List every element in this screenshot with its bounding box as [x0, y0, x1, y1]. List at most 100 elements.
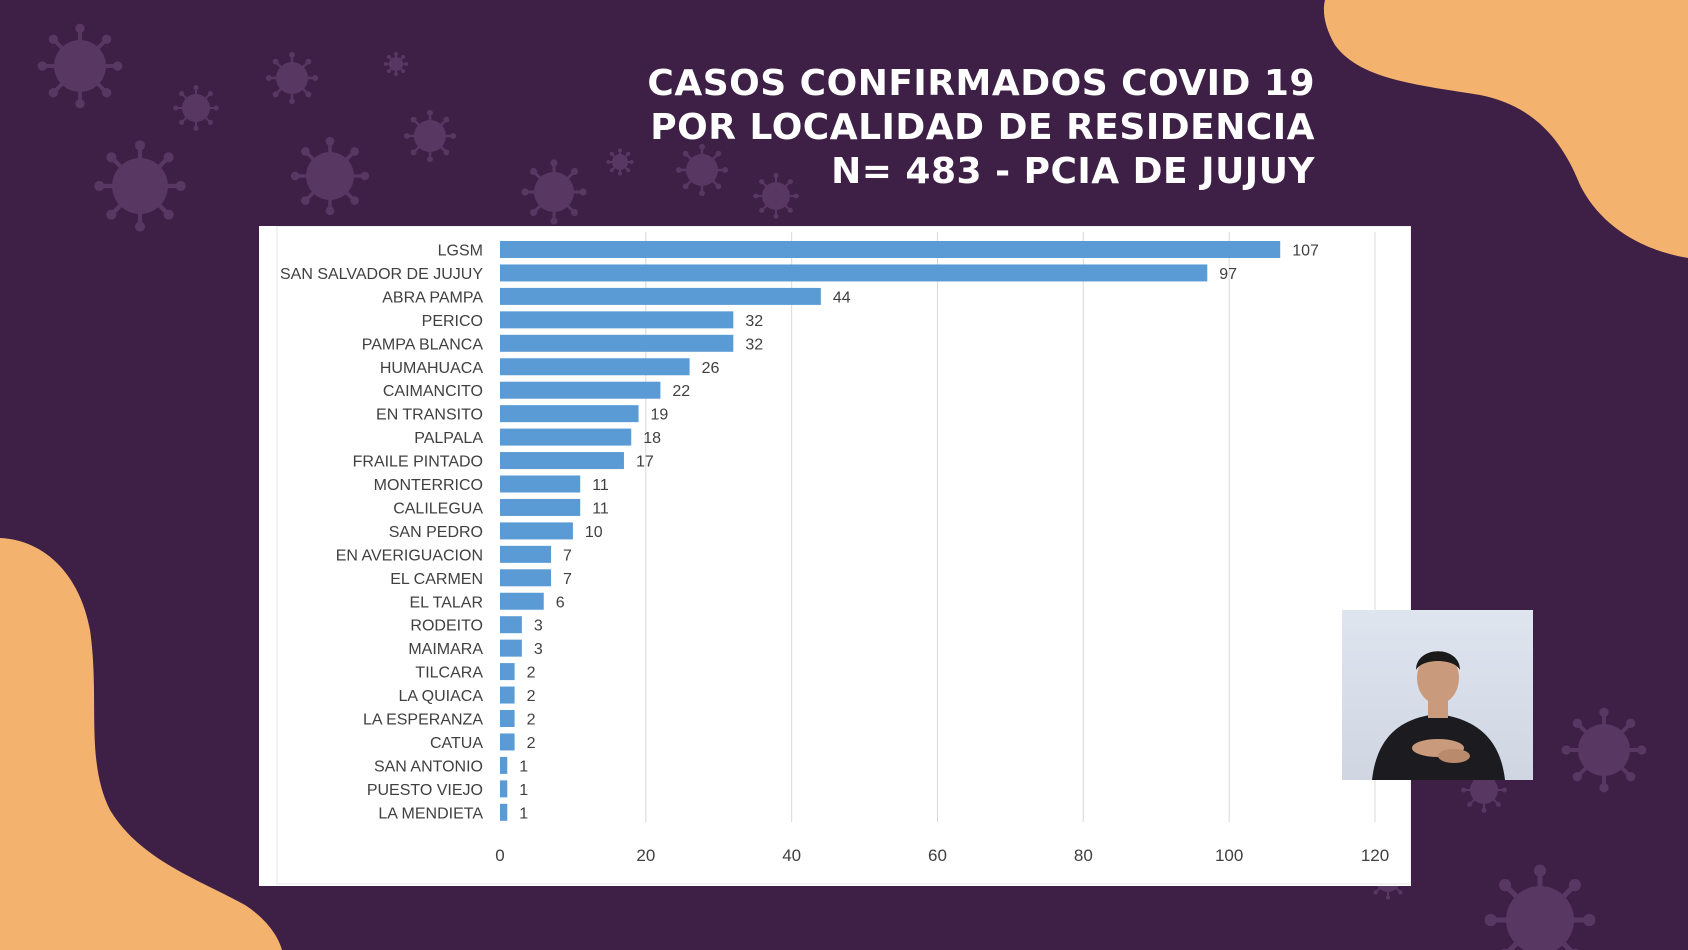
data-label: 2 — [527, 712, 536, 729]
category-label: EL CARMEN — [390, 571, 483, 588]
data-label: 1 — [519, 758, 528, 775]
virus-icon — [290, 136, 370, 216]
category-label: SAN SALVADOR DE JUJUY — [280, 266, 483, 283]
x-tick-label: 100 — [1215, 846, 1243, 865]
category-label: TILCARA — [415, 665, 483, 682]
title-line-2: POR LOCALIDAD DE RESIDENCIA — [650, 107, 1315, 148]
bar — [500, 311, 734, 329]
bar — [500, 569, 552, 587]
data-label: 11 — [592, 477, 609, 494]
data-label: 6 — [556, 594, 565, 611]
category-label: PERICO — [422, 313, 483, 330]
bar — [500, 616, 522, 634]
category-label: EL TALAR — [409, 594, 483, 611]
data-label: 19 — [651, 407, 669, 424]
data-label: 1 — [519, 782, 528, 799]
data-label: 26 — [702, 360, 720, 377]
x-tick-label: 40 — [782, 846, 801, 865]
data-label: 7 — [563, 571, 572, 588]
data-label: 44 — [833, 289, 851, 306]
category-label: PALPALA — [414, 430, 483, 447]
virus-icon — [403, 109, 457, 163]
bar — [500, 522, 573, 540]
category-label: CALILEGUA — [393, 500, 483, 517]
x-tick-label: 20 — [636, 846, 655, 865]
virus-icon — [173, 85, 219, 131]
chart-card: LGSM 107 SAN SALVADOR DE JUJUY 97 ABRA PAMPA… — [259, 226, 1411, 886]
bar — [500, 756, 508, 774]
category-label: PUESTO VIEJO — [367, 782, 483, 799]
virus-icon — [37, 23, 123, 109]
sign-language-interpreter — [1342, 610, 1533, 780]
virus-icon — [606, 148, 634, 176]
data-label: 2 — [527, 665, 536, 682]
bar — [500, 803, 508, 821]
virus-icon — [1484, 864, 1596, 950]
bar — [500, 780, 508, 798]
x-tick-label: 60 — [928, 846, 947, 865]
top-right-blob — [1323, 0, 1688, 258]
virus-icon — [94, 140, 186, 232]
data-label: 3 — [534, 618, 543, 635]
bar — [500, 452, 624, 470]
interpreter-figure — [1372, 651, 1505, 780]
bar — [500, 592, 544, 610]
virus-icon — [753, 173, 799, 219]
category-label: MONTERRICO — [374, 477, 483, 494]
data-label: 97 — [1219, 266, 1237, 283]
data-label: 18 — [643, 430, 661, 447]
bar — [500, 264, 1208, 282]
data-label: 2 — [527, 735, 536, 752]
bar — [500, 710, 515, 727]
plot-frame — [276, 226, 1411, 885]
bar — [500, 639, 522, 657]
category-label: CAIMANCITO — [383, 383, 483, 400]
bottom-left-blob — [0, 538, 282, 950]
bar — [500, 686, 515, 704]
category-label: HUMAHUACA — [380, 360, 483, 377]
data-label: 107 — [1292, 243, 1319, 260]
category-label: PAMPA BLANCA — [362, 336, 484, 353]
x-tick-label: 120 — [1361, 846, 1389, 865]
category-label: SAN PEDRO — [389, 524, 483, 541]
bar — [500, 545, 552, 563]
data-label: 17 — [636, 454, 654, 471]
virus-icon — [521, 159, 587, 225]
category-label: FRAILE PINTADO — [353, 454, 483, 471]
bar — [500, 381, 661, 399]
data-label: 32 — [745, 336, 763, 353]
virus-icon — [1561, 707, 1647, 793]
category-label: RODEITO — [410, 618, 483, 635]
category-label: MAIMARA — [408, 641, 483, 658]
title-line-3: N= 483 - PCIA DE JUJUY — [831, 151, 1315, 192]
virus-icon — [675, 143, 729, 197]
bar — [500, 405, 639, 423]
data-label: 3 — [534, 641, 543, 658]
category-label: ABRA PAMPA — [382, 289, 483, 306]
bar — [500, 498, 581, 516]
x-tick-label: 80 — [1074, 846, 1093, 865]
data-label: 7 — [563, 547, 572, 564]
bar — [500, 475, 581, 493]
data-label: 1 — [519, 805, 528, 822]
category-label: LA MENDIETA — [378, 805, 483, 822]
category-label: LA ESPERANZA — [363, 712, 483, 729]
x-tick-label: 0 — [495, 846, 504, 865]
bar — [500, 733, 515, 751]
bar — [500, 663, 515, 681]
bar — [500, 358, 690, 376]
data-label: 22 — [672, 383, 690, 400]
category-label: SAN ANTONIO — [374, 758, 483, 775]
virus-icon — [383, 51, 409, 77]
data-label: 11 — [592, 500, 609, 517]
category-label: LA QUIACA — [399, 688, 484, 705]
category-label: EN TRANSITO — [376, 407, 483, 424]
category-label: EN AVERIGUACION — [336, 547, 483, 564]
bar — [500, 241, 1281, 258]
chart-title: CASOS CONFIRMADOS COVID 19 POR LOCALIDAD… — [647, 62, 1315, 194]
bar — [500, 287, 821, 305]
bar — [500, 334, 734, 352]
data-label: 32 — [745, 313, 763, 330]
